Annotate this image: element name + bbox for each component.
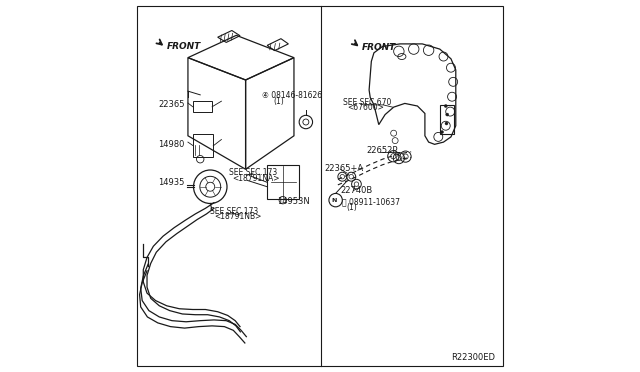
Circle shape (440, 131, 444, 134)
Text: R22300ED: R22300ED (452, 353, 495, 362)
Text: SEE SEC.670: SEE SEC.670 (343, 98, 392, 107)
Text: SEE SEC.173: SEE SEC.173 (211, 207, 259, 216)
Text: 14935: 14935 (158, 178, 184, 187)
Text: (1): (1) (346, 203, 356, 212)
Text: 14980: 14980 (158, 140, 184, 149)
Text: 22365: 22365 (158, 100, 185, 109)
Text: 14953N: 14953N (277, 197, 310, 206)
Text: ④ 08146-81626: ④ 08146-81626 (262, 92, 323, 100)
Circle shape (445, 113, 449, 116)
Text: <67600>: <67600> (347, 103, 383, 112)
Text: 22365+A: 22365+A (324, 164, 364, 173)
Text: 22652P: 22652P (367, 146, 398, 155)
Text: <18791NA>: <18791NA> (232, 174, 280, 183)
Bar (267, 165, 299, 199)
Text: <18791NB>: <18791NB> (214, 212, 261, 221)
Text: FRONT: FRONT (167, 42, 201, 51)
Text: (1): (1) (273, 97, 284, 106)
Bar (440, 105, 454, 134)
Text: 22740B: 22740B (340, 186, 372, 195)
Text: FRONT: FRONT (362, 43, 396, 52)
Text: ⒣ 08911-10637: ⒣ 08911-10637 (342, 197, 399, 206)
Bar (193, 134, 213, 157)
Text: SEE SEC.173: SEE SEC.173 (229, 169, 277, 177)
Circle shape (444, 105, 447, 108)
Circle shape (445, 122, 448, 125)
Bar (193, 101, 212, 112)
Text: N: N (331, 198, 337, 203)
